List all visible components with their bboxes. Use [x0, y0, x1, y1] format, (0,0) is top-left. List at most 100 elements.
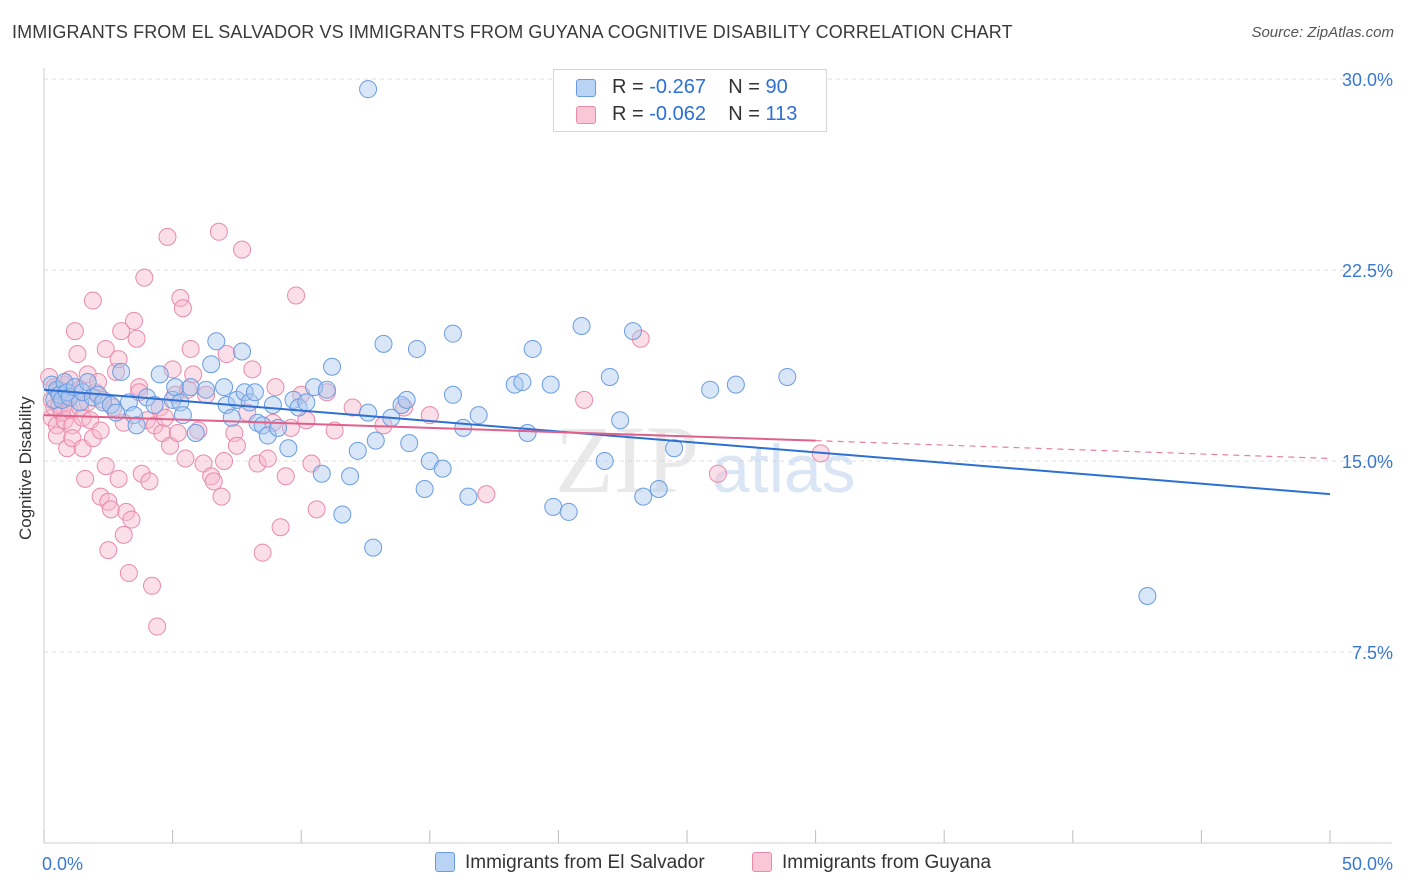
data-point-el-salvador — [611, 411, 630, 430]
data-point-guyana — [96, 457, 115, 476]
data-point-el-salvador — [600, 367, 619, 386]
data-point-el-salvador — [407, 339, 426, 358]
data-point-el-salvador — [207, 332, 226, 351]
data-point-el-salvador — [253, 416, 272, 435]
data-point-el-salvador — [245, 383, 264, 402]
data-point-el-salvador — [197, 380, 216, 399]
data-point-el-salvador — [443, 385, 462, 404]
data-point-el-salvador — [312, 464, 331, 483]
data-point-el-salvador — [701, 380, 720, 399]
trend-line-guyana-extension — [815, 440, 1331, 460]
grid-lines — [44, 78, 1392, 653]
data-point-guyana — [65, 322, 84, 341]
data-point-el-salvador — [469, 406, 488, 425]
data-point-el-salvador — [202, 355, 221, 374]
data-point-guyana — [101, 500, 120, 519]
data-point-guyana — [212, 487, 231, 506]
series-el-salvador-points — [42, 80, 1157, 605]
data-point-el-salvador — [544, 497, 563, 516]
data-point-el-salvador — [649, 480, 668, 499]
legend-label: Immigrants from Guyana — [782, 852, 992, 873]
data-point-guyana — [143, 576, 162, 595]
y-axis-title: Cognitive Disability — [16, 396, 35, 540]
data-point-el-salvador — [595, 452, 614, 470]
y-tick-label: 7.5% — [1352, 643, 1393, 663]
data-point-guyana — [243, 360, 262, 379]
data-point-guyana — [266, 378, 285, 397]
data-point-guyana — [127, 329, 146, 348]
data-point-el-salvador — [348, 441, 367, 460]
data-point-guyana — [96, 339, 115, 358]
data-point-guyana — [189, 421, 208, 440]
data-point-el-salvador — [222, 408, 241, 427]
n-value: 113 — [765, 103, 798, 125]
data-point-el-salvador — [125, 406, 144, 425]
data-point-el-salvador — [127, 416, 146, 435]
data-point-el-salvador — [297, 393, 316, 412]
watermark-zip: ZIP — [555, 406, 699, 513]
data-point-guyana — [99, 541, 118, 560]
n-value: 90 — [765, 76, 788, 98]
legend-swatch-blue — [576, 79, 596, 97]
data-point-guyana — [209, 222, 228, 241]
data-point-el-salvador — [1138, 586, 1157, 605]
legend-item-guyana: Immigrants from Guyana — [752, 852, 991, 878]
data-point-el-salvador — [778, 367, 797, 386]
trend-line-el-salvador — [43, 388, 1331, 496]
data-point-el-salvador — [150, 365, 169, 384]
data-point-guyana — [148, 617, 167, 636]
r-label: R = — [612, 103, 644, 125]
data-point-guyana — [253, 543, 272, 562]
data-point-el-salvador — [513, 373, 532, 392]
data-point-guyana — [271, 518, 290, 537]
data-point-guyana — [276, 467, 295, 486]
series-guyana-points — [40, 222, 830, 636]
y-tick-label: 15.0% — [1342, 452, 1393, 472]
data-point-el-salvador — [181, 378, 200, 397]
data-point-el-salvador — [359, 403, 378, 422]
data-point-guyana — [78, 365, 97, 384]
data-point-el-salvador — [392, 395, 411, 414]
data-point-el-salvador — [173, 406, 192, 425]
data-point-guyana — [122, 510, 141, 529]
data-point-el-salvador — [215, 378, 234, 397]
x-tick-label-min: 0.0% — [42, 854, 83, 874]
data-point-el-salvador — [433, 459, 452, 478]
legend-swatch-pink — [752, 852, 772, 872]
data-point-guyana — [204, 472, 223, 491]
data-point-guyana — [287, 286, 306, 305]
data-point-el-salvador — [341, 467, 360, 486]
n-label: N = — [728, 76, 760, 98]
data-point-el-salvador — [233, 342, 252, 361]
data-point-guyana — [227, 436, 246, 455]
source-label: Source: ZipAtlas.com — [1251, 24, 1394, 41]
data-point-guyana — [130, 378, 149, 397]
data-point-el-salvador — [166, 378, 185, 397]
data-point-guyana — [420, 406, 439, 425]
data-point-guyana — [132, 464, 151, 483]
data-point-guyana — [47, 426, 66, 445]
data-point-guyana — [248, 454, 267, 473]
y-tick-label: 22.5% — [1342, 261, 1393, 281]
data-point-guyana — [158, 227, 177, 246]
data-point-el-salvador — [317, 380, 336, 399]
data-point-guyana — [155, 408, 174, 427]
data-point-el-salvador — [397, 390, 416, 409]
data-point-guyana — [325, 421, 344, 440]
x-tick-label-max: 50.0% — [1342, 854, 1393, 874]
data-point-el-salvador — [186, 423, 205, 442]
data-point-el-salvador — [323, 357, 342, 376]
data-point-el-salvador — [366, 431, 385, 450]
data-point-guyana — [176, 449, 195, 468]
data-point-el-salvador — [541, 375, 560, 394]
data-point-el-salvador — [279, 439, 298, 458]
data-point-el-salvador — [258, 426, 277, 445]
data-point-el-salvador — [459, 487, 478, 506]
data-point-guyana — [173, 299, 192, 318]
data-point-guyana — [171, 289, 190, 308]
r-value: -0.267 — [649, 76, 706, 98]
r-label: R = — [612, 76, 644, 98]
data-point-el-salvador — [572, 317, 591, 336]
data-point-el-salvador — [415, 480, 434, 499]
data-point-guyana — [217, 345, 236, 364]
